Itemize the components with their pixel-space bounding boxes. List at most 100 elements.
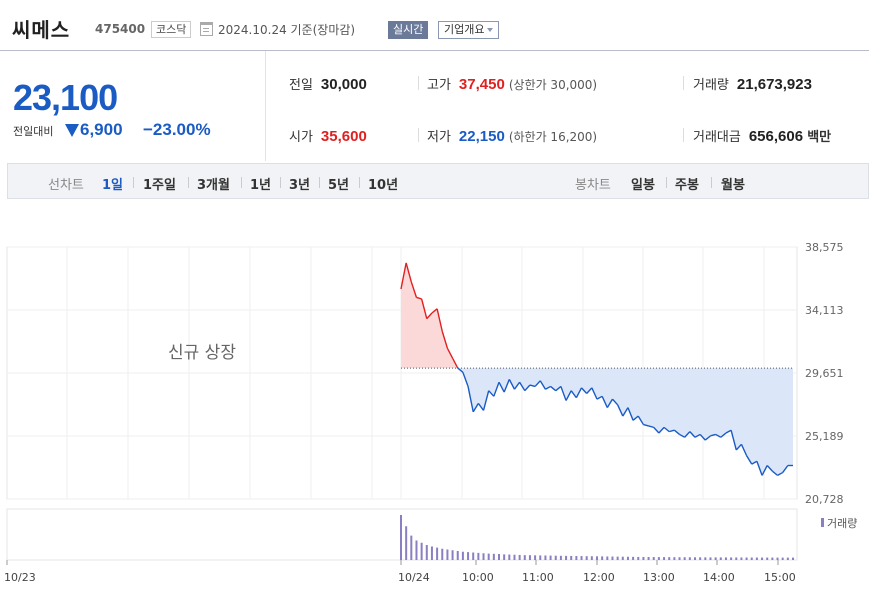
price-line-segment (735, 443, 742, 451)
divider (359, 177, 360, 188)
price-line-segment (751, 460, 758, 465)
volume-legend-label: 거래량 (827, 517, 857, 530)
price-line-segment (446, 347, 454, 359)
upper-limit: (상한가 30,000) (508, 78, 598, 92)
price-line-segment (565, 390, 572, 401)
prev-close-value: 30,000 (320, 76, 367, 93)
price-line-segment (498, 381, 505, 393)
price-line-segment (560, 386, 567, 401)
volume-bar (482, 553, 485, 560)
period-5y[interactable]: 5년 (328, 178, 350, 193)
period-3m[interactable]: 3개월 (197, 178, 230, 193)
price-line-segment (431, 308, 438, 314)
divider (241, 177, 242, 188)
volume-bar (601, 556, 604, 560)
volume-bar (492, 553, 495, 560)
price-line-segment (622, 407, 629, 417)
high-label: 고가 (427, 78, 451, 93)
volume-bar (750, 557, 753, 560)
price-line-segment (555, 385, 562, 392)
divider (133, 177, 134, 188)
divider (188, 177, 189, 188)
company-overview-button[interactable]: 기업개요 (438, 21, 500, 39)
price-line-segment (606, 398, 614, 408)
period-1d[interactable]: 1일 (102, 178, 124, 193)
price-line-segment (673, 429, 680, 435)
price-line-segment (519, 381, 526, 392)
price-line-segment (467, 386, 474, 412)
volume-legend-swatch (821, 518, 824, 527)
volume-bar (709, 557, 712, 560)
base-date: 2024.10.24 기준(장마감) (218, 23, 356, 37)
price-line-segment (740, 444, 748, 456)
divider (683, 128, 684, 142)
x-tick-label: 15:00 (764, 571, 796, 584)
divider (418, 76, 419, 90)
price-line-segment (410, 281, 418, 298)
volume-bar (688, 557, 691, 560)
period-1w[interactable]: 1주일 (143, 178, 176, 193)
volume-bar (632, 556, 635, 560)
price-line-segment (405, 262, 412, 283)
volume-bar (668, 557, 671, 560)
current-price: 23,100 (13, 77, 118, 118)
volume-bar (477, 552, 480, 560)
volume-bar (786, 557, 789, 560)
volume-bar (596, 556, 598, 560)
price-line-segment (416, 296, 422, 300)
line-chart-label: 선차트 (48, 178, 84, 193)
amount-unit: 백만 (807, 130, 832, 145)
stock-name: 씨메스 (12, 18, 71, 42)
volume-bar (714, 557, 717, 560)
price-line-segment (581, 387, 588, 394)
price-line-segment (462, 372, 469, 387)
down-arrow-icon (65, 124, 79, 137)
stock-code: 475400 (95, 22, 146, 36)
period-10y[interactable]: 10년 (368, 178, 399, 193)
candle-daily[interactable]: 일봉 (631, 178, 655, 193)
volume-bar (570, 555, 573, 560)
period-3y[interactable]: 3년 (289, 178, 311, 193)
price-line-segment (710, 433, 716, 437)
price-line-segment (648, 425, 654, 429)
volume-bar (456, 551, 459, 560)
x-tick-label: 10/23 (4, 571, 36, 584)
volume-bar (400, 515, 402, 560)
volume-bar (611, 556, 614, 560)
volume-bar (446, 549, 449, 560)
volume-bar (534, 555, 537, 560)
divider (666, 177, 667, 188)
volume-bar (559, 555, 562, 560)
price-line-segment (653, 426, 660, 434)
high-cell: 고가 37,450 (상한가 30,000) (427, 74, 597, 93)
volume-bar (771, 557, 774, 560)
candle-weekly[interactable]: 주봉 (675, 178, 699, 193)
price-panel: 23,100 전일대비 6,900 −23.00% (0, 51, 266, 161)
price-line-segment (643, 423, 649, 427)
open-label: 시가 (289, 130, 313, 145)
x-tick-label: 10:00 (462, 571, 494, 584)
change-value: 6,900 (80, 120, 123, 139)
price-line-segment (637, 415, 645, 425)
chevron-down-icon (487, 28, 494, 32)
volume-bar (430, 546, 433, 560)
open-cell: 시가 35,600 (289, 126, 367, 145)
price-line-segment (761, 465, 768, 476)
amount-label: 거래대금 (693, 130, 741, 145)
quote-box: 23,100 전일대비 6,900 −23.00% 전일 30,000 고가 37,… (0, 50, 869, 161)
volume-bar (719, 557, 722, 560)
period-1y[interactable]: 1년 (250, 178, 272, 193)
volume-bar (420, 542, 423, 560)
candle-monthly[interactable]: 월봉 (721, 178, 745, 193)
price-chart[interactable]: 38,575 34,113 29,651 25,189 20,728 거래량 신규 상장 10… (0, 200, 869, 595)
volume-bar (735, 557, 738, 560)
volume-bar (575, 556, 578, 560)
volume-bar (508, 554, 511, 560)
volume-bar (699, 557, 702, 560)
price-line-segment (694, 433, 701, 438)
price-line-segment (699, 433, 706, 441)
divider (683, 76, 684, 90)
realtime-button[interactable]: 실시간 (388, 21, 429, 39)
volume-bar (528, 555, 531, 560)
price-line-segment (539, 380, 547, 390)
